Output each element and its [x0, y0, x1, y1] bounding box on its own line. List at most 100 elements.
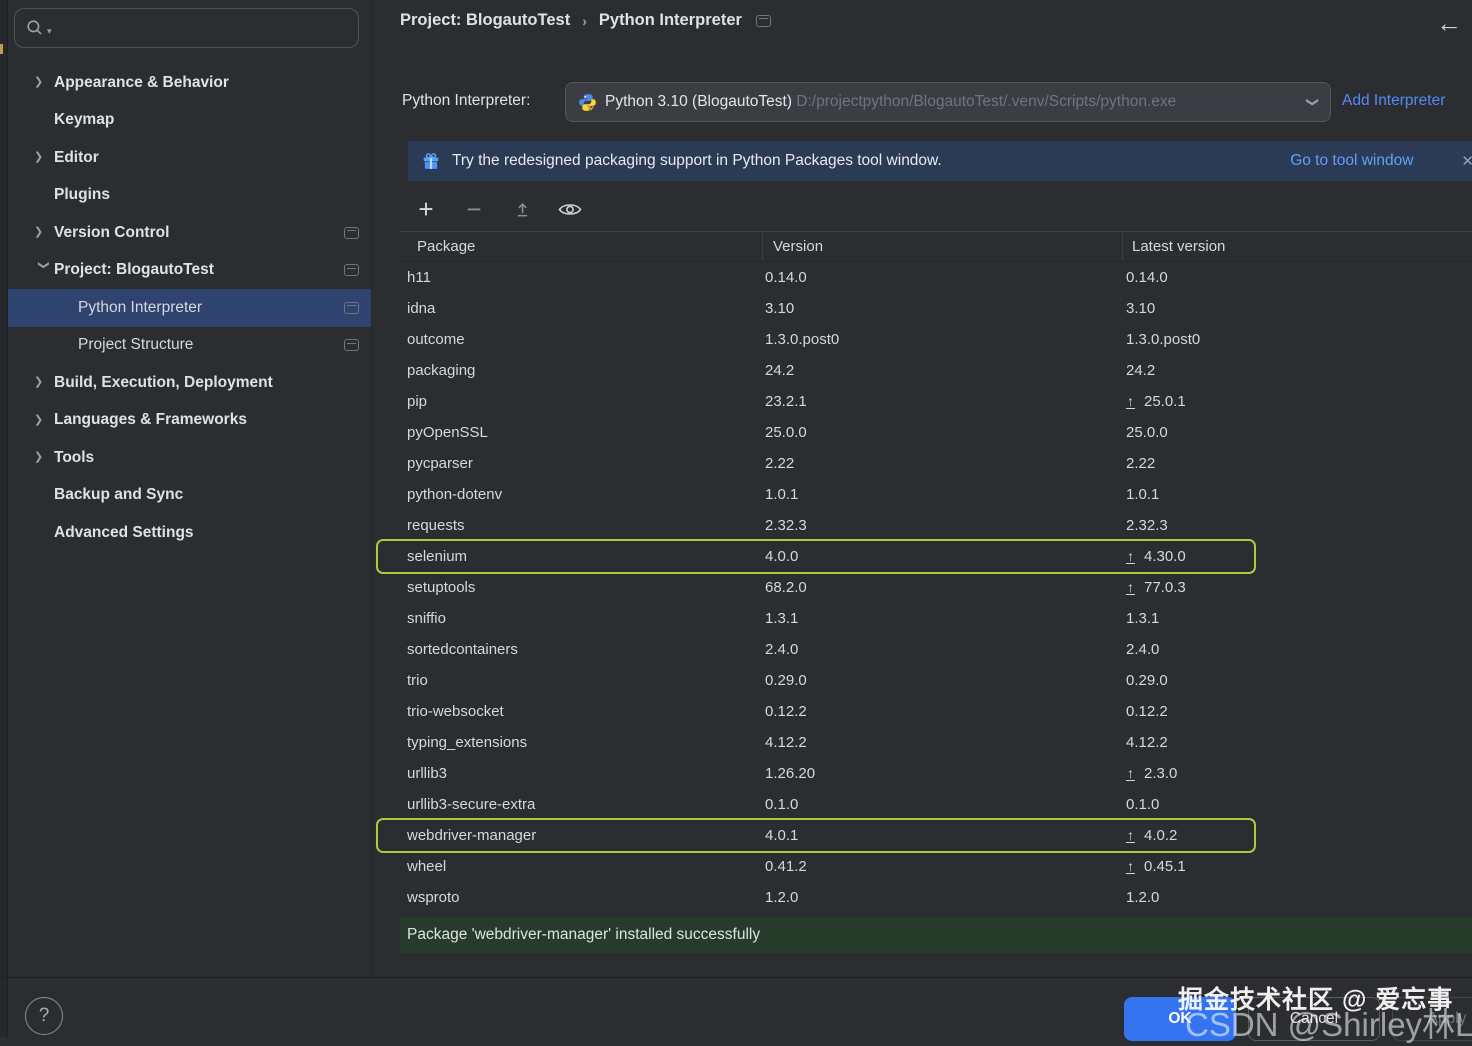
table-row[interactable]: sortedcontainers 2.4.0 2.4.0	[400, 634, 1472, 665]
sidebar-item-build-execution-deployment[interactable]: ❯ Build, Execution, Deployment	[8, 364, 371, 402]
version-cell: 1.0.1	[765, 486, 799, 503]
sidebar-item-plugins[interactable]: ❯Plugins	[8, 177, 371, 215]
chevron-right-icon[interactable]: ❯	[34, 226, 44, 239]
column-header-version[interactable]: Version	[762, 232, 1122, 261]
latest-version-cell: 4.12.2	[1122, 734, 1472, 751]
sidebar-item-appearance-behavior[interactable]: ❯ Appearance & Behavior	[8, 64, 371, 102]
banner-text: Try the redesigned packaging support in …	[452, 152, 942, 169]
table-row[interactable]: requests 2.32.3 2.32.3	[400, 510, 1472, 541]
table-row[interactable]: urllib3 1.26.20 ↑ 2.3.0	[400, 758, 1472, 789]
chevron-down-icon[interactable]: ❯	[37, 260, 50, 270]
latest-version-value: 25.0.1	[1144, 393, 1186, 410]
chevron-right-icon[interactable]: ❯	[34, 413, 44, 426]
latest-version-cell: 1.0.1	[1122, 486, 1472, 503]
settings-search-input[interactable]	[53, 9, 348, 47]
table-row[interactable]: pip 23.2.1 ↑ 25.0.1	[400, 386, 1472, 417]
settings-search-box[interactable]: ▾	[14, 8, 359, 48]
show-early-releases-icon[interactable]	[558, 197, 582, 221]
table-row[interactable]: setuptools 68.2.0 ↑ 77.0.3	[400, 572, 1472, 603]
ok-button[interactable]: OK	[1124, 997, 1236, 1041]
column-header-package[interactable]: Package	[417, 238, 476, 255]
add-interpreter-link[interactable]: Add Interpreter	[1342, 92, 1446, 109]
package-name-cell: requests	[407, 517, 465, 534]
sidebar-item-python-interpreter[interactable]: ❯Python Interpreter	[8, 289, 371, 327]
version-cell: 3.10	[765, 300, 795, 317]
search-icon	[27, 20, 42, 35]
table-row[interactable]: pycparser 2.22 2.22	[400, 448, 1472, 479]
sidebar-item-editor[interactable]: ❯ Editor	[8, 139, 371, 177]
chevron-right-icon[interactable]: ❯	[34, 151, 44, 164]
shared-settings-icon	[755, 14, 771, 27]
shared-settings-icon	[344, 264, 359, 277]
go-to-tool-window-link[interactable]: Go to tool window	[1290, 152, 1414, 169]
breadcrumb-project[interactable]: Project: BlogautoTest	[400, 11, 571, 29]
table-row[interactable]: packaging 24.2 24.2	[400, 355, 1472, 386]
package-name-cell: h11	[407, 269, 431, 286]
remove-package-icon[interactable]: −	[466, 194, 482, 224]
table-row[interactable]: wsproto 1.2.0 1.2.0	[400, 882, 1472, 913]
shared-settings-icon	[344, 339, 359, 352]
chevron-down-icon[interactable]: ❯	[1305, 96, 1320, 108]
latest-version-value: 2.4.0	[1126, 641, 1160, 658]
help-button[interactable]: ?	[25, 997, 63, 1035]
latest-version-cell: ↑ 4.30.0	[1122, 548, 1472, 565]
sidebar-item-label: Keymap	[54, 111, 115, 129]
table-row[interactable]: pyOpenSSL 25.0.0 25.0.0	[400, 417, 1472, 448]
close-icon[interactable]: ✕	[1461, 153, 1472, 170]
table-row[interactable]: selenium 4.0.0 ↑ 4.30.0	[376, 539, 1472, 574]
column-header-latest-version[interactable]: Latest version	[1122, 232, 1472, 261]
table-row[interactable]: idna 3.10 3.10	[400, 293, 1472, 324]
latest-version-value: 2.3.0	[1144, 765, 1178, 782]
upgrade-arrow-icon: ↑	[1126, 764, 1135, 781]
page-title: Python Interpreter	[598, 11, 742, 29]
sidebar-item-project-blogautotest[interactable]: ❯ Project: BlogautoTest	[8, 252, 371, 290]
sidebar-item-tools[interactable]: ❯ Tools	[8, 439, 371, 477]
upgrade-package-icon[interactable]	[510, 197, 534, 221]
sidebar-item-project-structure[interactable]: ❯Project Structure	[8, 327, 371, 365]
table-row[interactable]: h11 0.14.0 0.14.0	[400, 262, 1472, 293]
package-name-cell: urllib3-secure-extra	[407, 796, 536, 813]
chevron-right-icon[interactable]: ❯	[34, 76, 44, 89]
sidebar-item-languages-frameworks[interactable]: ❯ Languages & Frameworks	[8, 402, 371, 440]
package-name-cell: typing_extensions	[407, 734, 528, 751]
breadcrumb: Project: BlogautoTest › Python Interpret…	[400, 11, 771, 30]
sidebar-item-label: Build, Execution, Deployment	[54, 373, 273, 391]
interpreter-combobox[interactable]: Python 3.10 (BlogautoTest) D:/projectpyt…	[565, 82, 1331, 122]
latest-version-value: 24.2	[1126, 362, 1156, 379]
table-row[interactable]: python-dotenv 1.0.1 1.0.1	[400, 479, 1472, 510]
status-bar: Package 'webdriver-manager' installed su…	[400, 917, 1472, 953]
table-row[interactable]: trio 0.29.0 0.29.0	[400, 665, 1472, 696]
chevron-right-icon[interactable]: ❯	[34, 376, 44, 389]
apply-button[interactable]: Apply	[1392, 997, 1472, 1041]
latest-version-value: 0.14.0	[1126, 269, 1168, 286]
package-name-cell: sniffio	[407, 610, 446, 627]
python-icon	[579, 93, 596, 112]
add-package-icon[interactable]: +	[418, 194, 434, 224]
latest-version-cell: 25.0.0	[1122, 424, 1472, 441]
sidebar-item-keymap[interactable]: ❯Keymap	[8, 102, 371, 140]
cancel-button[interactable]: Cancel	[1248, 997, 1380, 1041]
sidebar-item-backup-and-sync[interactable]: ❯Backup and Sync	[8, 477, 371, 515]
shared-settings-icon	[344, 226, 359, 239]
search-options-caret-icon[interactable]: ▾	[47, 25, 52, 36]
table-row[interactable]: sniffio 1.3.1 1.3.1	[400, 603, 1472, 634]
version-cell: 25.0.0	[765, 424, 807, 441]
table-row[interactable]: urllib3-secure-extra 0.1.0 0.1.0	[400, 789, 1472, 820]
latest-version-cell: 0.29.0	[1122, 672, 1472, 689]
table-row[interactable]: outcome 1.3.0.post0 1.3.0.post0	[400, 324, 1472, 355]
upgrade-arrow-icon: ↑	[1126, 578, 1135, 595]
sidebar-item-advanced-settings[interactable]: ❯Advanced Settings	[8, 514, 371, 552]
window-edge-strip	[0, 0, 8, 1037]
chevron-right-icon[interactable]: ❯	[34, 451, 44, 464]
table-row[interactable]: typing_extensions 4.12.2 4.12.2	[400, 727, 1472, 758]
package-table-header: Package Version Latest version	[400, 231, 1472, 262]
table-row[interactable]: webdriver-manager 4.0.1 ↑ 4.0.2	[376, 818, 1472, 853]
back-arrow-icon[interactable]: ←	[1436, 8, 1462, 38]
version-cell: 24.2	[765, 362, 795, 379]
version-cell: 4.0.0	[765, 548, 799, 565]
latest-version-cell: ↑ 77.0.3	[1122, 579, 1472, 596]
sidebar-item-version-control[interactable]: ❯ Version Control	[8, 214, 371, 252]
table-row[interactable]: trio-websocket 0.12.2 0.12.2	[400, 696, 1472, 727]
table-row[interactable]: wheel 0.41.2 ↑ 0.45.1	[400, 851, 1472, 882]
interpreter-path: D:/projectpython/BlogautoTest/.venv/Scri…	[796, 93, 1177, 110]
